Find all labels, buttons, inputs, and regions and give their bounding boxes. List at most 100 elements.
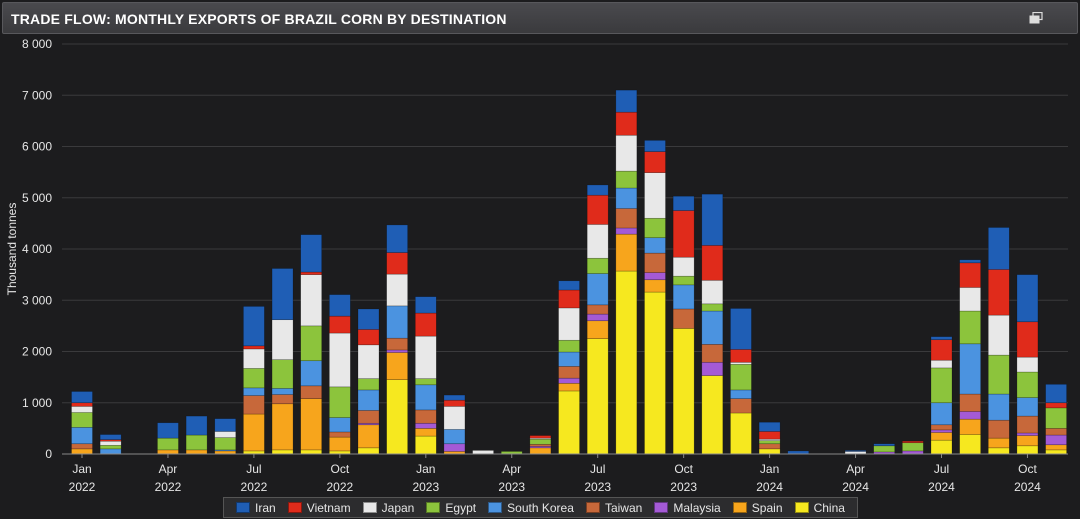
bar-segment-japan[interactable] (99, 440, 122, 446)
bar-segment-vietnam[interactable] (959, 262, 981, 288)
bar-segment-china[interactable] (730, 412, 752, 455)
bar-segment-egypt[interactable] (672, 275, 695, 286)
bar-segment-japan[interactable] (472, 450, 494, 455)
bar-segment-malaysia[interactable] (443, 443, 466, 452)
bar-segment-egypt[interactable] (529, 438, 552, 445)
bar-segment-taiwan[interactable] (758, 443, 781, 450)
bar-segment-taiwan[interactable] (558, 366, 580, 379)
bar-segment-vietnam[interactable] (414, 312, 437, 337)
bar-segment-south-korea[interactable] (243, 387, 265, 396)
bar-segment-egypt[interactable] (329, 386, 351, 418)
bar-segment-iran[interactable] (329, 294, 351, 317)
bar-segment-china[interactable] (357, 447, 380, 455)
bar-segment-taiwan[interactable] (959, 393, 981, 412)
expand-icon[interactable] (1029, 12, 1043, 24)
bar-segment-spain[interactable] (243, 413, 265, 452)
bar-segment-china[interactable] (672, 328, 695, 455)
bar-segment-iran[interactable] (730, 308, 752, 350)
bar-segment-south-korea[interactable] (300, 360, 323, 387)
bar-segment-egypt[interactable] (157, 437, 179, 451)
bar-segment-egypt[interactable] (873, 445, 896, 453)
bar-segment-iran[interactable] (300, 234, 323, 273)
bar-segment-south-korea[interactable] (271, 388, 294, 395)
bar-segment-taiwan[interactable] (730, 398, 752, 414)
bar-segment-iran[interactable] (357, 308, 380, 330)
bar-segment-china[interactable] (300, 449, 323, 455)
bar-segment-south-korea[interactable] (730, 389, 752, 399)
legend-item-south-korea[interactable]: South Korea (488, 501, 574, 515)
bar-segment-china[interactable] (930, 439, 953, 455)
bar-segment-spain[interactable] (1045, 444, 1067, 451)
bar-segment-egypt[interactable] (615, 170, 638, 189)
bar-segment-south-korea[interactable] (386, 305, 408, 339)
bar-segment-spain[interactable] (271, 403, 294, 451)
bar-segment-iran[interactable] (185, 415, 208, 436)
bar-segment-south-korea[interactable] (443, 429, 466, 445)
bar-segment-japan[interactable] (243, 348, 265, 369)
bar-segment-vietnam[interactable] (758, 431, 781, 440)
bar-segment-malaysia[interactable] (615, 227, 638, 235)
bar-segment-vietnam[interactable] (644, 151, 666, 173)
bar-segment-china[interactable] (758, 448, 781, 455)
bar-segment-vietnam[interactable] (529, 435, 552, 439)
bar-segment-iran[interactable] (157, 422, 179, 439)
bar-segment-egypt[interactable] (959, 310, 981, 345)
bar-segment-japan[interactable] (672, 256, 695, 277)
bar-segment-south-korea[interactable] (329, 417, 351, 433)
bar-segment-china[interactable] (386, 379, 408, 455)
bar-segment-taiwan[interactable] (357, 410, 380, 424)
bar-segment-malaysia[interactable] (930, 429, 953, 433)
bar-segment-malaysia[interactable] (701, 361, 724, 376)
bar-segment-south-korea[interactable] (586, 273, 609, 306)
bar-segment-iran[interactable] (1045, 383, 1067, 404)
bar-segment-taiwan[interactable] (615, 208, 638, 229)
bar-segment-iran[interactable] (414, 296, 437, 314)
bar-segment-iran[interactable] (271, 268, 294, 321)
bar-segment-spain[interactable] (300, 398, 323, 451)
bar-segment-iran[interactable] (615, 89, 638, 113)
bar-segment-japan[interactable] (730, 361, 752, 365)
legend-item-spain[interactable]: Spain (732, 501, 783, 515)
bar-segment-egypt[interactable] (1016, 371, 1039, 398)
bar-segment-japan[interactable] (214, 431, 237, 438)
bar-segment-vietnam[interactable] (71, 402, 93, 407)
bar-segment-china[interactable] (615, 270, 638, 455)
bar-segment-japan[interactable] (558, 307, 580, 341)
bar-segment-egypt[interactable] (586, 257, 609, 274)
bar-segment-iran[interactable] (1016, 274, 1039, 323)
bar-segment-taiwan[interactable] (300, 385, 323, 399)
bar-segment-taiwan[interactable] (987, 419, 1010, 439)
bar-segment-egypt[interactable] (701, 303, 724, 312)
bar-segment-malaysia[interactable] (644, 272, 666, 281)
bar-segment-egypt[interactable] (185, 434, 208, 451)
bar-segment-japan[interactable] (357, 344, 380, 379)
bar-segment-vietnam[interactable] (615, 111, 638, 136)
bar-segment-vietnam[interactable] (386, 252, 408, 275)
bar-segment-malaysia[interactable] (586, 313, 609, 322)
bar-segment-spain[interactable] (1016, 435, 1039, 447)
bar-segment-spain[interactable] (586, 320, 609, 339)
bar-segment-egypt[interactable] (644, 217, 666, 239)
bar-segment-vietnam[interactable] (930, 339, 953, 361)
bar-segment-china[interactable] (959, 434, 981, 455)
bar-segment-taiwan[interactable] (386, 337, 408, 351)
bar-segment-iran[interactable] (701, 193, 724, 246)
bar-segment-japan[interactable] (386, 273, 408, 307)
bar-segment-spain[interactable] (329, 436, 351, 452)
bar-segment-spain[interactable] (357, 424, 380, 449)
bar-segment-vietnam[interactable] (730, 349, 752, 363)
bar-segment-japan[interactable] (987, 314, 1010, 356)
bar-segment-south-korea[interactable] (987, 393, 1010, 421)
bar-segment-iran[interactable] (844, 450, 867, 452)
bar-segment-spain[interactable] (414, 428, 437, 437)
bar-segment-spain[interactable] (71, 448, 93, 455)
bar-segment-egypt[interactable] (902, 442, 924, 452)
bar-segment-malaysia[interactable] (386, 349, 408, 353)
bar-segment-iran[interactable] (959, 259, 981, 264)
bar-segment-china[interactable] (1045, 449, 1067, 455)
bar-segment-japan[interactable] (300, 274, 323, 327)
bar-segment-japan[interactable] (1016, 356, 1039, 373)
bar-segment-iran[interactable] (758, 421, 781, 432)
bar-segment-vietnam[interactable] (243, 345, 265, 350)
bar-segment-egypt[interactable] (99, 444, 122, 450)
